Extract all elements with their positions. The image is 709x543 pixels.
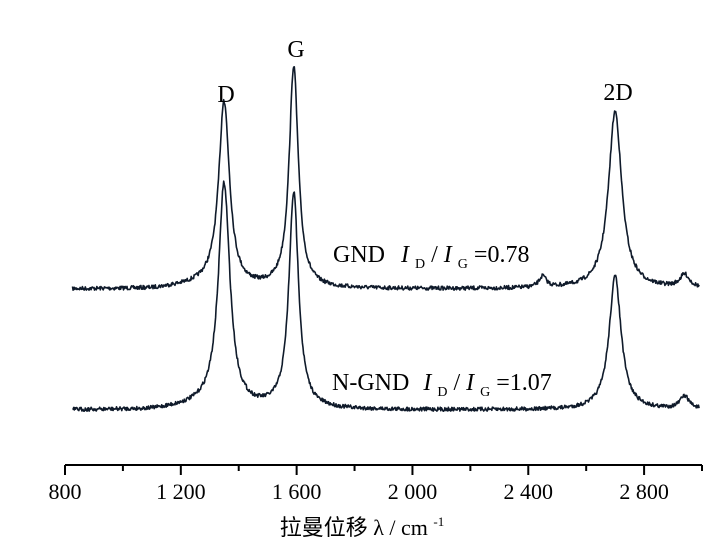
series-trace-gnd xyxy=(71,66,700,291)
series-trace-ngnd xyxy=(72,180,700,412)
x-tick-label: 2 800 xyxy=(619,479,669,504)
series-name-gnd: GND xyxy=(333,242,385,268)
ratio-i-d: I xyxy=(422,370,432,396)
x-axis-tick-labels: 800 1 200 1 600 2 000 2 400 2 800 xyxy=(49,479,669,504)
ratio-sub-g: G xyxy=(458,257,468,272)
ratio-sep: / xyxy=(453,370,466,396)
series-label-ngnd: N-GND I D / I G =1.07 xyxy=(332,370,552,402)
series-name-ngnd: N-GND xyxy=(332,370,409,396)
x-axis-title-sup: -1 xyxy=(433,514,444,529)
traces-layer xyxy=(71,66,700,412)
x-tick-label: 800 xyxy=(49,479,82,504)
ratio-sub-d: D xyxy=(415,257,425,272)
ratio-sub-d: D xyxy=(437,385,447,400)
x-tick-label: 2 400 xyxy=(504,479,554,504)
peak-label-g: G xyxy=(287,37,304,63)
series-label-gnd: GND I D / I G =0.78 xyxy=(333,242,529,274)
ratio-i-d: I xyxy=(400,242,410,268)
ratio-sub-g: G xyxy=(480,385,490,400)
ratio-value-ngnd: =1.07 xyxy=(496,370,552,396)
ratio-i-g: I xyxy=(443,242,453,268)
ratio-i-g: I xyxy=(465,370,475,396)
x-tick-label: 1 600 xyxy=(272,479,322,504)
ratio-value-gnd: =0.78 xyxy=(474,242,530,268)
x-axis-title: 拉曼位移 λ / cm -1 xyxy=(280,514,445,540)
peak-label-2d: 2D xyxy=(603,80,632,106)
x-tick-label: 2 000 xyxy=(388,479,438,504)
x-axis-ticks xyxy=(64,465,703,475)
x-axis-title-text: 拉曼位移 λ / cm xyxy=(280,515,428,540)
x-tick-label: 1 200 xyxy=(156,479,206,504)
ratio-sep: / xyxy=(431,242,444,268)
peak-label-d: D xyxy=(217,82,234,108)
